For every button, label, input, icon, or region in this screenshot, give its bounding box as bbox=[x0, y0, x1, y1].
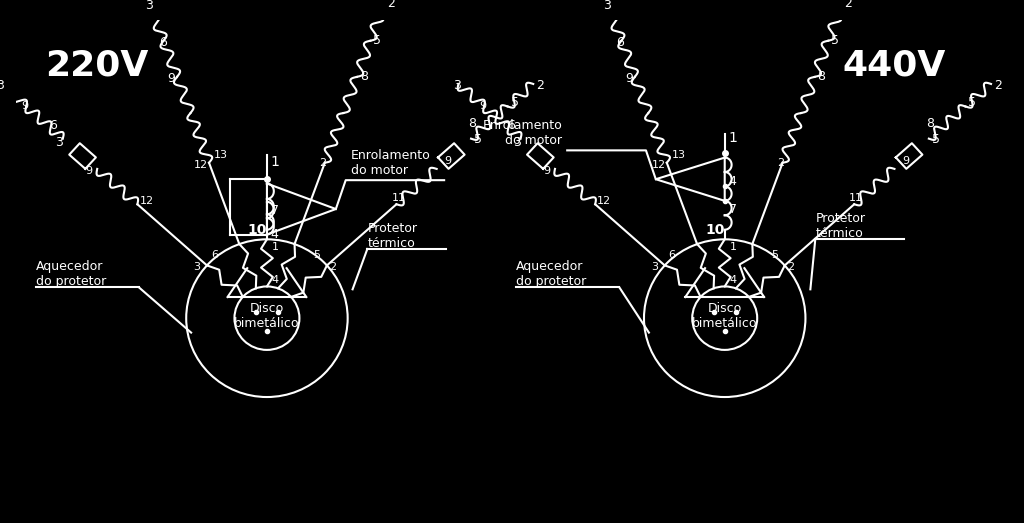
Text: 5: 5 bbox=[771, 249, 778, 260]
Text: 3: 3 bbox=[454, 79, 462, 92]
Text: 6: 6 bbox=[669, 249, 676, 260]
Text: 4: 4 bbox=[730, 275, 736, 285]
Text: 3: 3 bbox=[513, 137, 520, 150]
Text: 220V: 220V bbox=[45, 49, 148, 83]
Text: 3: 3 bbox=[0, 79, 3, 92]
Text: 4: 4 bbox=[271, 228, 279, 241]
Text: 8: 8 bbox=[468, 117, 476, 130]
Text: 8: 8 bbox=[359, 70, 368, 83]
Text: Disco
bimetálico: Disco bimetálico bbox=[234, 302, 300, 330]
Text: 6: 6 bbox=[211, 249, 218, 260]
Text: 6: 6 bbox=[159, 36, 167, 49]
Text: 9: 9 bbox=[167, 72, 175, 85]
Text: 5: 5 bbox=[511, 96, 518, 109]
Text: 2: 2 bbox=[786, 262, 794, 272]
Text: 9: 9 bbox=[902, 156, 909, 166]
Text: 2: 2 bbox=[994, 79, 1001, 92]
Text: 2: 2 bbox=[777, 157, 788, 168]
Text: 440V: 440V bbox=[843, 49, 946, 83]
Text: 8: 8 bbox=[926, 117, 934, 130]
Text: 12: 12 bbox=[652, 160, 667, 169]
Text: 6: 6 bbox=[49, 119, 57, 132]
Text: 11: 11 bbox=[391, 194, 406, 203]
Text: 12: 12 bbox=[597, 196, 611, 206]
Text: 3: 3 bbox=[651, 262, 658, 272]
Text: Aquecedor
do protetor: Aquecedor do protetor bbox=[516, 260, 587, 289]
Text: 3: 3 bbox=[603, 0, 611, 13]
Text: 1: 1 bbox=[271, 242, 279, 252]
Text: 13: 13 bbox=[672, 150, 686, 160]
Text: 8: 8 bbox=[817, 70, 825, 83]
Text: 2: 2 bbox=[845, 0, 852, 10]
Text: 5: 5 bbox=[969, 96, 976, 109]
Text: Protetor
térmico: Protetor térmico bbox=[815, 212, 865, 241]
Text: 4: 4 bbox=[271, 275, 279, 285]
Text: 10: 10 bbox=[706, 223, 724, 237]
Text: 1: 1 bbox=[729, 131, 737, 145]
Text: 12: 12 bbox=[139, 196, 154, 206]
Text: Enrolamento
do motor: Enrolamento do motor bbox=[350, 149, 430, 177]
Text: 2: 2 bbox=[319, 157, 331, 168]
Text: 6: 6 bbox=[507, 119, 515, 132]
Text: 2: 2 bbox=[329, 262, 336, 272]
Text: 9: 9 bbox=[85, 166, 92, 176]
Text: 9: 9 bbox=[479, 101, 486, 111]
Text: 2: 2 bbox=[387, 0, 394, 10]
Text: 6: 6 bbox=[616, 36, 625, 49]
Text: 5: 5 bbox=[313, 249, 321, 260]
Text: 9: 9 bbox=[543, 166, 550, 176]
Text: 3: 3 bbox=[194, 262, 200, 272]
Text: 3: 3 bbox=[145, 0, 153, 13]
Text: 11: 11 bbox=[849, 194, 863, 203]
Text: 1: 1 bbox=[730, 242, 736, 252]
Text: 5: 5 bbox=[932, 133, 940, 146]
Text: 9: 9 bbox=[444, 156, 452, 166]
Text: Aquecedor
do protetor: Aquecedor do protetor bbox=[36, 260, 105, 289]
Text: 9: 9 bbox=[22, 101, 29, 111]
Text: 7: 7 bbox=[729, 203, 736, 216]
Text: 13: 13 bbox=[214, 150, 228, 160]
Text: Protetor
térmico: Protetor térmico bbox=[368, 222, 418, 250]
Text: 5: 5 bbox=[374, 33, 381, 47]
Text: 1: 1 bbox=[271, 155, 280, 169]
Text: 7: 7 bbox=[271, 204, 279, 217]
Text: 5: 5 bbox=[474, 133, 482, 146]
Text: Disco
bimetálico: Disco bimetálico bbox=[692, 302, 758, 330]
Text: Enrolamento
do motor: Enrolamento do motor bbox=[482, 119, 562, 147]
Text: 10: 10 bbox=[247, 223, 266, 237]
Text: 3: 3 bbox=[55, 137, 62, 150]
Text: 4: 4 bbox=[729, 175, 736, 188]
Text: 12: 12 bbox=[195, 160, 208, 169]
Text: 9: 9 bbox=[625, 72, 633, 85]
Text: 5: 5 bbox=[831, 33, 839, 47]
Text: 2: 2 bbox=[537, 79, 544, 92]
